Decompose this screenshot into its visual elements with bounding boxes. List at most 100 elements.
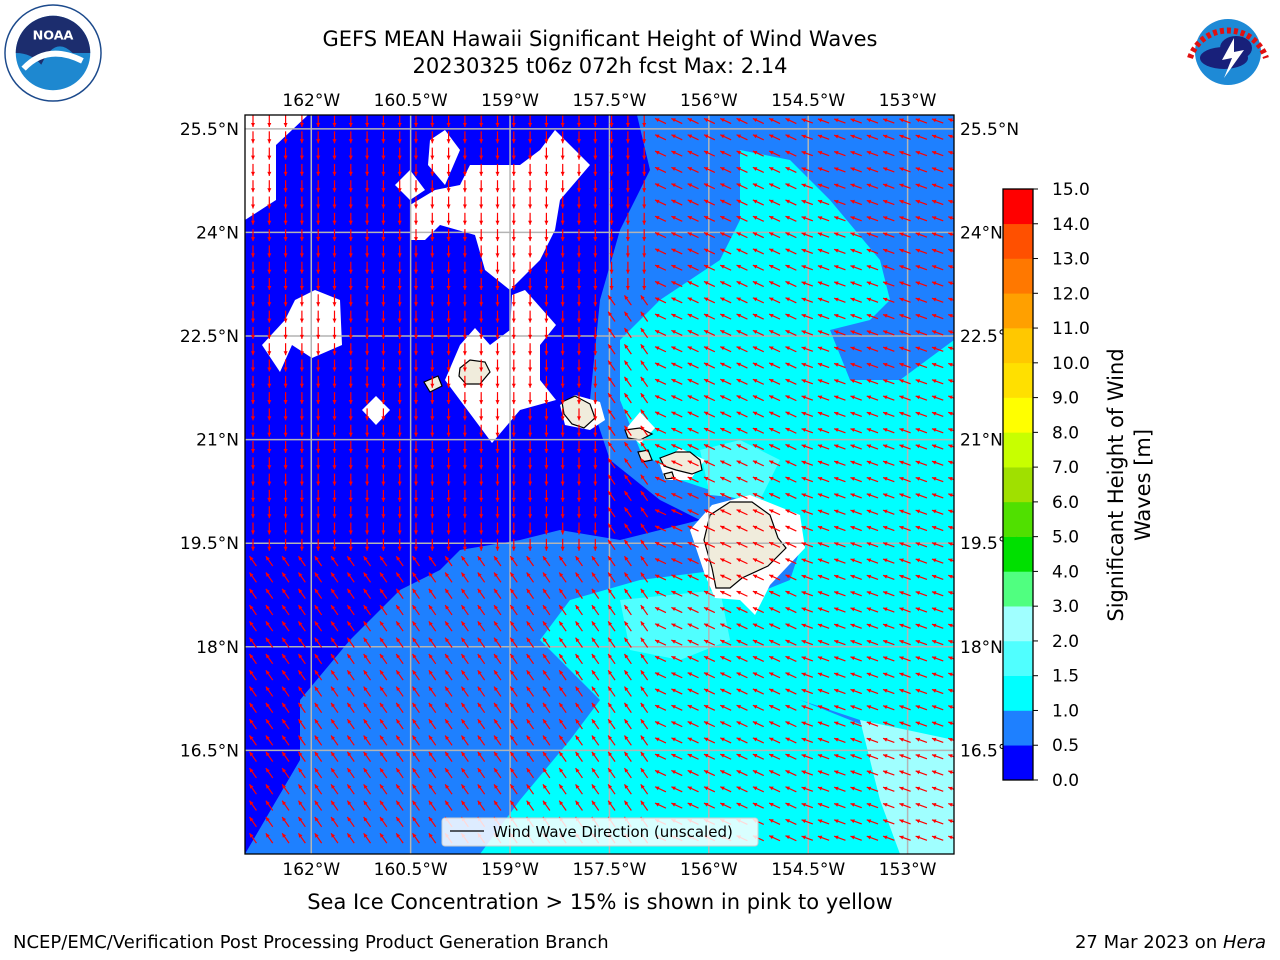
wave-arrow xyxy=(446,326,451,339)
wave-arrow xyxy=(509,653,518,665)
wave-arrow xyxy=(817,460,830,466)
wave-arrow xyxy=(866,395,879,401)
wave-arrow xyxy=(381,408,386,421)
wave-arrow xyxy=(623,343,632,355)
wave-arrow xyxy=(915,265,928,271)
wave-arrow xyxy=(297,751,306,762)
wave-arrow xyxy=(833,819,846,825)
wave-arrow xyxy=(736,460,748,467)
wave-arrow xyxy=(640,604,649,616)
wave-arrow xyxy=(493,588,502,599)
wave-arrow xyxy=(365,163,370,176)
wave-arrow xyxy=(281,800,290,811)
wave-arrow xyxy=(785,818,797,825)
wave-arrow xyxy=(850,574,862,581)
wave-arrow xyxy=(736,199,748,206)
wave-arrow xyxy=(477,751,486,762)
wave-arrow xyxy=(462,115,467,127)
wave-arrow xyxy=(931,754,944,760)
wave-arrow xyxy=(736,672,748,679)
wave-arrow xyxy=(412,784,420,795)
wave-arrow xyxy=(607,539,616,551)
wave-arrow xyxy=(267,245,272,258)
wave-arrow xyxy=(931,281,944,287)
wave-arrow xyxy=(495,180,500,193)
colorbar-tick-label: 8.0 xyxy=(1052,423,1079,443)
wave-arrow xyxy=(381,392,386,405)
wave-arrow xyxy=(817,476,830,483)
wave-arrow xyxy=(833,835,846,841)
wave-arrow xyxy=(397,180,402,193)
wave-arrow xyxy=(430,326,435,339)
wave-arrow xyxy=(558,735,567,746)
wave-arrow xyxy=(866,476,879,483)
wave-arrow xyxy=(915,232,928,238)
wave-arrow xyxy=(931,379,944,385)
wave-arrow xyxy=(251,408,255,421)
wave-arrow xyxy=(558,555,567,567)
wave-arrow xyxy=(607,490,616,502)
wave-arrow xyxy=(882,607,895,613)
wave-arrow xyxy=(817,574,830,581)
wave-arrow xyxy=(785,704,797,711)
wave-arrow xyxy=(687,476,699,483)
wave-arrow xyxy=(365,131,370,144)
wave-arrow xyxy=(444,637,453,648)
wave-arrow xyxy=(544,343,549,356)
wave-arrow xyxy=(607,588,616,599)
colorbar-label-line1: Significant Height of Wind xyxy=(1104,348,1128,621)
wave-arrow xyxy=(577,278,581,290)
wave-arrow xyxy=(833,297,846,303)
wave-arrow xyxy=(654,460,667,467)
wave-arrow xyxy=(654,655,667,662)
wave-arrow xyxy=(654,541,667,548)
wave-arrow xyxy=(267,180,272,193)
wave-arrow xyxy=(703,280,716,288)
wave-arrow xyxy=(752,786,764,793)
wave-arrow xyxy=(558,702,567,714)
wave-arrow xyxy=(495,229,500,242)
wave-arrow xyxy=(412,669,420,681)
wave-arrow xyxy=(251,506,255,519)
wave-arrow xyxy=(640,735,649,746)
wave-arrow xyxy=(609,212,614,225)
wave-arrow xyxy=(575,637,583,648)
wave-arrow xyxy=(609,115,614,127)
wave-arrow xyxy=(785,427,797,434)
wave-arrow xyxy=(623,784,632,795)
wave-arrow xyxy=(931,330,944,336)
wave-arrow xyxy=(593,310,598,323)
wave-arrow xyxy=(297,637,306,648)
wave-arrow xyxy=(931,509,944,515)
wave-arrow xyxy=(640,523,649,534)
wave-arrow xyxy=(560,473,565,486)
wave-arrow xyxy=(866,297,879,303)
wave-arrow xyxy=(752,753,764,760)
wave-arrow xyxy=(283,457,288,470)
wave-arrow xyxy=(332,115,337,127)
wave-arrow xyxy=(314,702,323,714)
wave-arrow xyxy=(560,212,565,225)
wave-arrow xyxy=(817,379,830,385)
wave-arrow xyxy=(801,167,814,173)
wave-arrow xyxy=(462,506,467,519)
wave-arrow xyxy=(591,751,600,762)
wave-arrow xyxy=(299,196,304,209)
wave-arrow xyxy=(915,819,928,825)
wave-arrow xyxy=(283,473,288,486)
wave-arrow xyxy=(397,326,402,339)
wave-arrow xyxy=(609,163,614,176)
wave-arrow xyxy=(785,835,797,842)
wave-arrow xyxy=(703,215,716,222)
wave-arrow xyxy=(640,751,649,762)
wave-arrow xyxy=(412,718,420,730)
wave-arrow xyxy=(544,180,549,193)
wave-arrow xyxy=(558,588,567,599)
wave-arrow xyxy=(866,411,879,418)
wave-arrow xyxy=(446,522,451,535)
wave-arrow xyxy=(381,441,386,453)
map-legend: Wind Wave Direction (unscaled) xyxy=(441,817,759,847)
colorbar-segment xyxy=(1003,675,1033,711)
wave-arrow xyxy=(493,702,502,714)
wave-arrow xyxy=(899,248,911,255)
